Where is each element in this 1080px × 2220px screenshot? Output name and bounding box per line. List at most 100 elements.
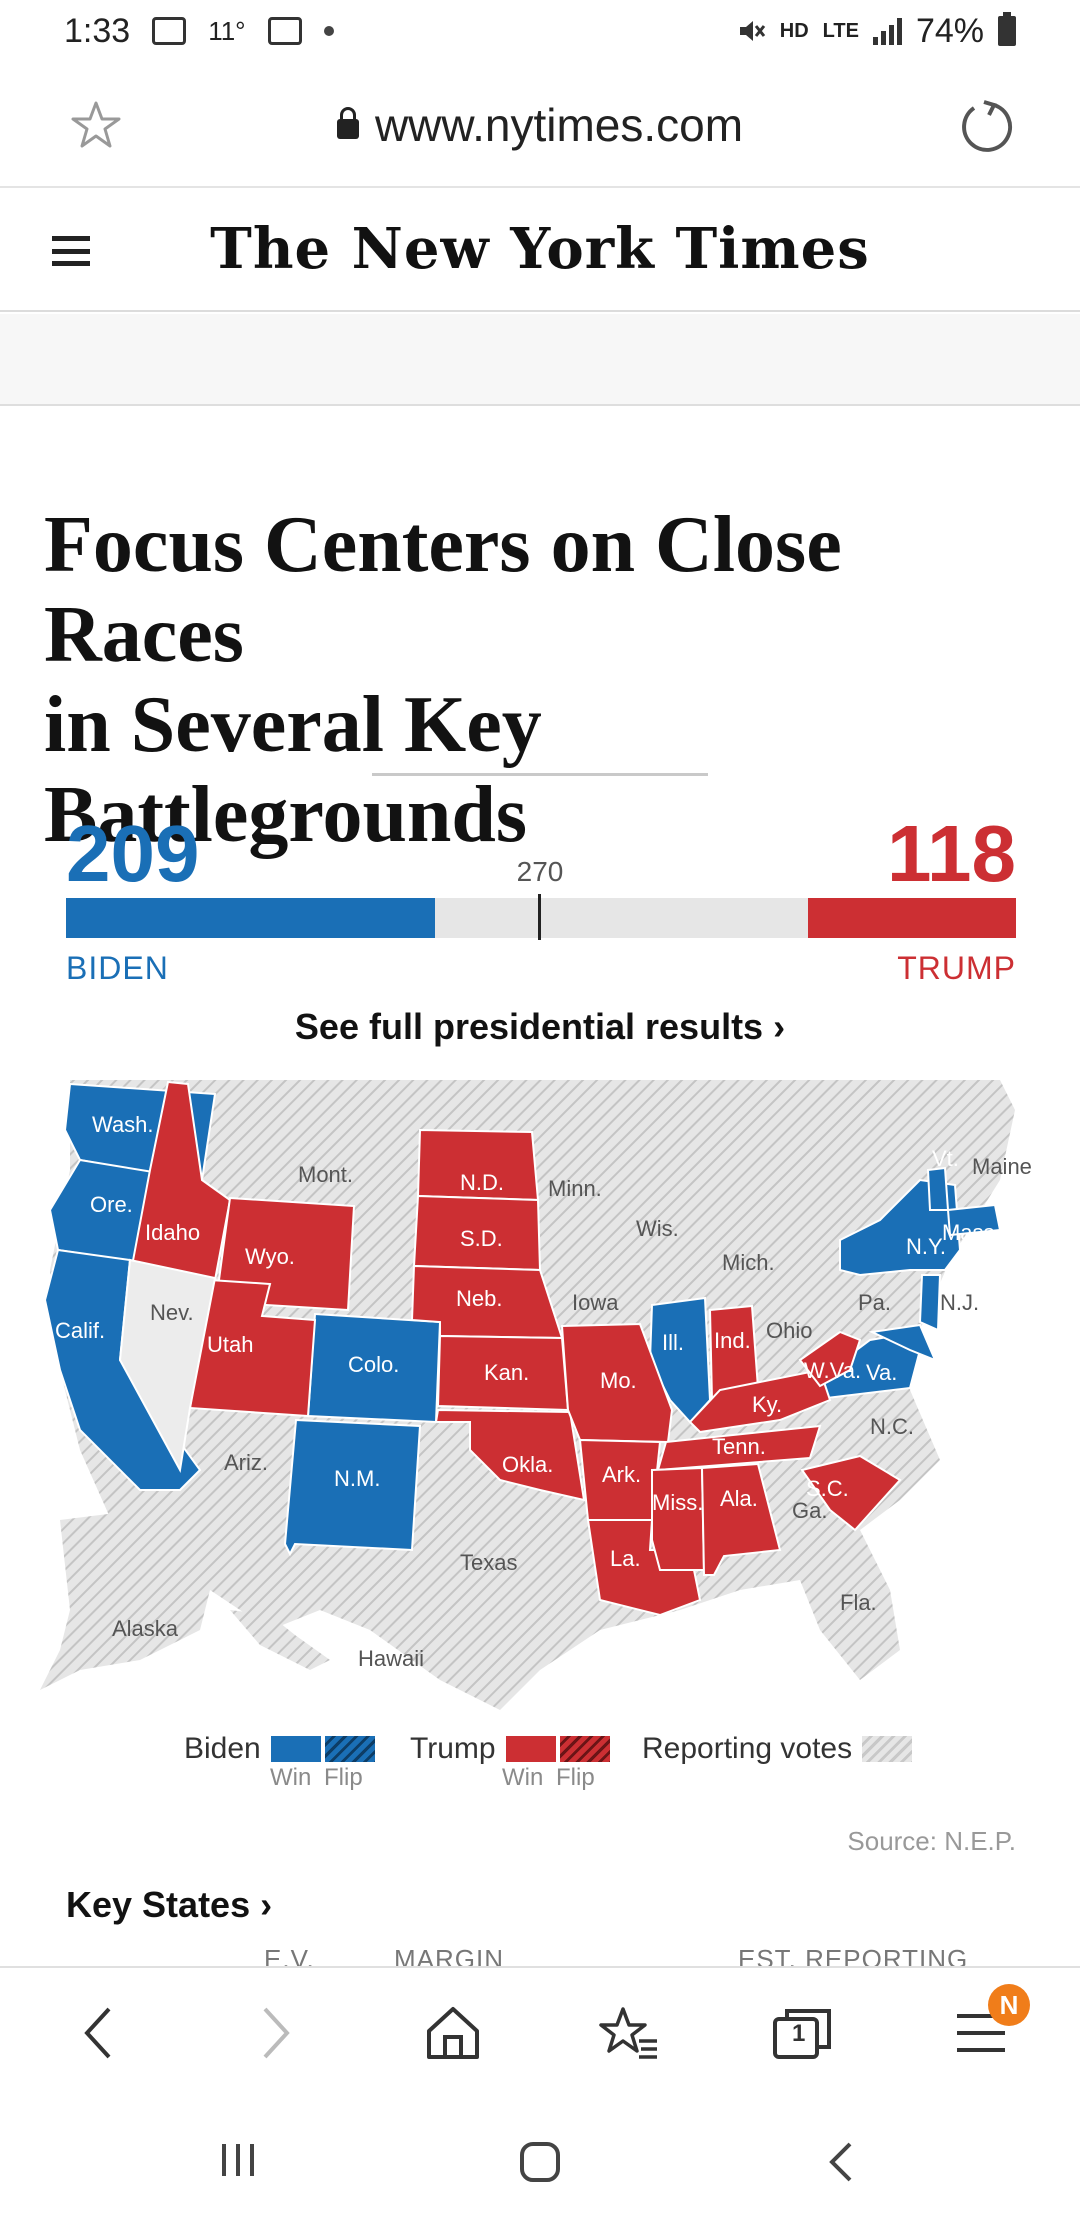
label-ga: Ga.	[792, 1498, 827, 1523]
electoral-vote-bar	[66, 898, 1016, 938]
menu-button[interactable]: N	[946, 1984, 1030, 2068]
legend-biden-label: Biden	[184, 1732, 261, 1765]
state-tenn[interactable]	[656, 1424, 822, 1472]
tabs-icon	[773, 2009, 831, 2059]
state-ala[interactable]	[700, 1462, 782, 1576]
state-nj[interactable]	[918, 1274, 942, 1332]
url-text: www.nytimes.com	[374, 99, 744, 151]
biden-bar-fill	[66, 898, 436, 938]
lte-indicator: LTE	[822, 19, 859, 42]
key-states-link[interactable]: Key States ›	[66, 1884, 273, 1925]
state-vt[interactable]	[926, 1166, 950, 1211]
label-wash: Wash.	[92, 1112, 154, 1137]
legend-reporting-label: Reporting votes	[642, 1732, 853, 1765]
system-back-icon[interactable]	[826, 2140, 856, 2184]
legend-biden-flip-swatch	[324, 1736, 375, 1762]
state-sc[interactable]	[800, 1454, 902, 1532]
home-button[interactable]	[418, 1998, 488, 2068]
hawaii-region	[230, 1610, 330, 1670]
battery-icon	[998, 12, 1016, 46]
system-home-icon[interactable]	[518, 2140, 562, 2184]
label-ariz: Ariz.	[224, 1450, 268, 1475]
recent-apps-icon[interactable]	[216, 2140, 260, 2180]
state-nm[interactable]	[283, 1418, 422, 1557]
label-la: La.	[610, 1546, 641, 1571]
url-field[interactable]: www.nytimes.com	[0, 98, 1080, 152]
divider	[372, 773, 708, 776]
back-arrow-icon	[84, 2007, 111, 2059]
label-alaska: Alaska	[112, 1616, 179, 1641]
lock-icon	[336, 106, 359, 139]
label-minn: Minn.	[548, 1176, 602, 1201]
state-md-de[interactable]	[868, 1323, 937, 1362]
label-kan: Kan.	[484, 1360, 529, 1385]
threshold-label: 270	[516, 856, 564, 887]
label-ny: N.Y.	[906, 1234, 946, 1259]
map-legend: Biden Win Flip Trump Win Flip Reporting …	[0, 1732, 1080, 1802]
label-nm: N.M.	[334, 1466, 380, 1491]
trump-electoral-votes: 118	[886, 809, 1016, 898]
biden-label: BIDEN	[66, 950, 169, 986]
headline-line-2: in Several Key Battlegrounds	[44, 681, 542, 859]
bookmark-star-icon[interactable]	[68, 98, 124, 154]
label-nj: N.J.	[940, 1290, 979, 1315]
browser-url-bar: www.nytimes.com	[0, 62, 1080, 188]
label-ind: Ind.	[714, 1328, 751, 1353]
label-vt: Vt.	[932, 1146, 959, 1171]
label-wis: Wis.	[636, 1216, 679, 1241]
reload-icon[interactable]	[956, 96, 1016, 156]
status-bar: 1:33 11° HD LTE 74%	[0, 0, 1080, 62]
gallery-icon	[152, 17, 187, 45]
browser-bottom-nav: 1 N	[0, 1966, 1080, 2100]
label-mass: Mass.	[942, 1220, 1001, 1245]
label-mo: Mo.	[600, 1368, 637, 1393]
label-ore: Ore.	[90, 1192, 133, 1217]
bookmarks-button[interactable]	[594, 1998, 664, 2068]
state-ky[interactable]	[688, 1368, 832, 1434]
threshold-marker	[538, 894, 541, 940]
label-idaho: Idaho	[145, 1220, 200, 1245]
state-idaho[interactable]	[130, 1080, 232, 1282]
label-texas: Texas	[460, 1550, 517, 1575]
ad-banner	[0, 314, 1080, 406]
status-time: 1:33	[64, 11, 131, 50]
label-pa: Pa.	[858, 1290, 891, 1315]
label-utah: Utah	[207, 1332, 253, 1357]
legend-trump-label: Trump	[410, 1732, 496, 1765]
legend-biden-win: Win	[270, 1764, 312, 1791]
us-map-svg[interactable]: Wash. Ore. Calif. Idaho Wyo. Utah Colo. …	[40, 1070, 1050, 1710]
label-nd: N.D.	[460, 1170, 504, 1195]
tabs-button[interactable]: 1	[768, 1998, 838, 2068]
headline-line-1: Focus Centers on Close Races	[44, 501, 842, 679]
label-mich: Mich.	[722, 1250, 775, 1275]
label-neb: Neb.	[456, 1286, 502, 1311]
state-wva[interactable]	[798, 1330, 862, 1388]
label-ill: Ill.	[662, 1330, 684, 1355]
label-ohio: Ohio	[766, 1318, 812, 1343]
state-miss[interactable]	[651, 1466, 706, 1571]
back-button[interactable]	[64, 1998, 134, 2068]
full-results-link[interactable]: See full presidential results ›	[294, 1006, 786, 1047]
legend-trump-flip: Flip	[556, 1764, 595, 1791]
label-wva: W.Va.	[804, 1358, 861, 1383]
label-wyo: Wyo.	[245, 1244, 295, 1269]
biden-electoral-votes: 209	[66, 809, 200, 898]
notification-dot-icon	[323, 26, 334, 36]
label-miss: Miss.	[652, 1490, 703, 1515]
legend-trump-win: Win	[502, 1764, 544, 1791]
article-headline: Focus Centers on Close Races in Several …	[44, 500, 1044, 860]
label-hawaii: Hawaii	[358, 1646, 424, 1671]
menu-icon[interactable]	[52, 236, 90, 266]
label-maine: Maine	[972, 1154, 1032, 1179]
forward-arrow-icon	[263, 2007, 290, 2059]
site-logo[interactable]: The New York Times	[210, 216, 870, 282]
state-okla[interactable]	[434, 1408, 586, 1502]
label-sd: S.D.	[460, 1226, 503, 1251]
state-mass[interactable]	[946, 1203, 1002, 1237]
election-map[interactable]: Wash. Ore. Calif. Idaho Wyo. Utah Colo. …	[40, 1070, 1050, 1710]
state-nev[interactable]	[118, 1258, 217, 1474]
label-calif: Calif.	[55, 1318, 105, 1343]
forward-button[interactable]	[240, 1998, 310, 2068]
label-colo: Colo.	[348, 1352, 399, 1377]
email-icon	[267, 17, 302, 45]
